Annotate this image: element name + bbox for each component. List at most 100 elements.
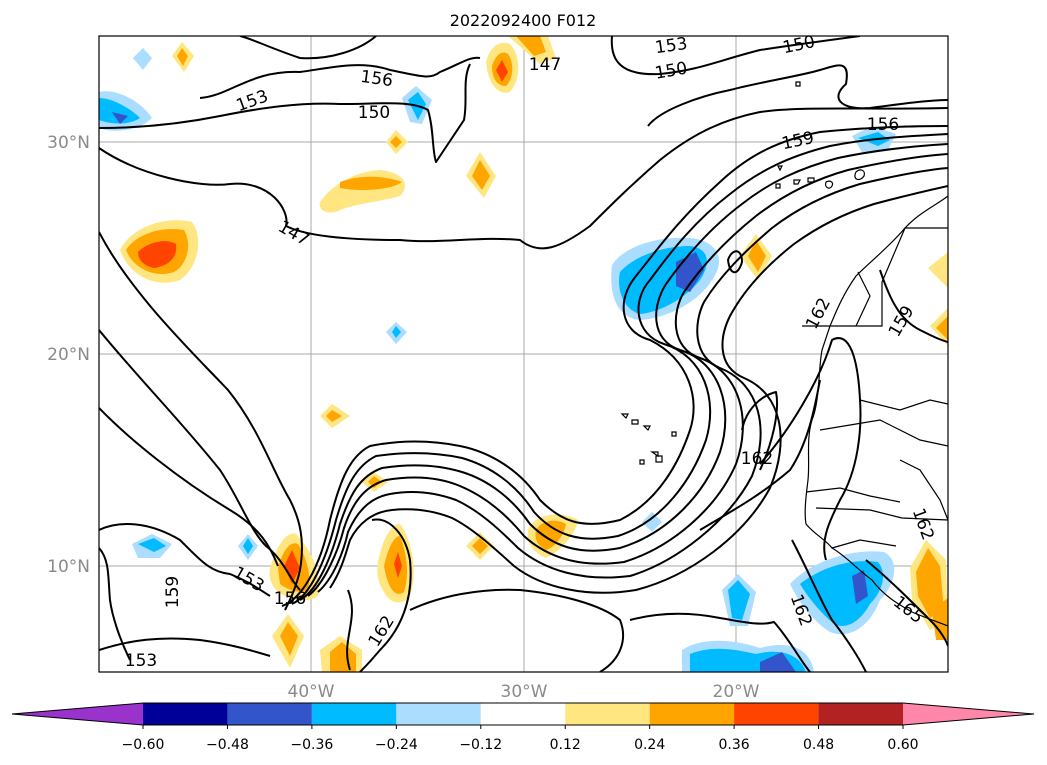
colorbar-extend-min: [12, 703, 143, 725]
colorbar-tick-label: −0.12: [459, 737, 502, 753]
pos-patch: [280, 622, 298, 656]
colorbar-tick-label: 0.60: [887, 737, 918, 753]
border-line: [899, 459, 948, 521]
pos-patch: [936, 316, 948, 340]
neg-patch: [760, 652, 796, 672]
pos-patch: [535, 520, 566, 550]
colorbar-tick-label: 0.36: [719, 737, 750, 753]
pos-patch: [472, 160, 490, 190]
contour-low-2: [409, 588, 625, 672]
border-line: [802, 227, 948, 327]
contour-label: 150: [358, 103, 390, 123]
pos-patch: [516, 36, 546, 56]
pos-patch: [748, 240, 766, 272]
colorbar-tick-label: −0.60: [122, 737, 165, 753]
lon-label-20w: 20°W: [713, 682, 760, 702]
colorbar-tick-label: 0.24: [634, 737, 665, 753]
contour-low-1: [346, 589, 353, 671]
contour-label: 156: [274, 589, 306, 609]
contour-jet-5: [317, 167, 948, 593]
pos-patch: [138, 241, 177, 268]
contour-162-south: [791, 539, 867, 672]
border-line: [805, 487, 901, 503]
neg-patch: [99, 98, 140, 124]
border-line: [819, 419, 948, 447]
coastlines: [620, 81, 948, 627]
colorbar: −0.60 −0.48 −0.36 −0.24 −0.12 0.12 0.24 0.36 0.4…: [11, 702, 1035, 753]
contour-west-2: [99, 329, 301, 591]
map-frame: [98, 35, 949, 673]
neg-patch: [112, 112, 128, 124]
pos-patch: [472, 538, 488, 554]
contour-165: [865, 559, 948, 647]
contour-jet-6: [329, 185, 948, 594]
contour-156: [199, 56, 481, 99]
cape-verde-islands: [620, 413, 677, 465]
contour-label: 153: [125, 651, 157, 671]
lon-label-30w: 30°W: [501, 682, 548, 702]
colorbar-segment: [396, 703, 481, 725]
pos-patch: [496, 60, 508, 82]
border-line: [855, 271, 871, 327]
contour-label: 153: [654, 34, 689, 58]
africa-coastline: [804, 195, 948, 627]
pos-patch: [390, 136, 402, 148]
map-panel: 156 153 150 147 153 150 150 159 156 147 …: [98, 32, 949, 673]
pos-patch: [326, 410, 342, 422]
colorbar-segment: [311, 703, 397, 725]
contour-150-right: [647, 64, 948, 127]
contour-jet-3: [299, 143, 948, 601]
colorbar-segment: [734, 703, 819, 725]
pos-patch: [932, 598, 948, 640]
colorbar-segment: [649, 703, 735, 725]
contour-147: [99, 107, 948, 250]
neg-patch: [642, 512, 662, 532]
pos-patch: [330, 642, 356, 672]
border-line: [831, 539, 897, 549]
colorbar-extend-max: [903, 703, 1034, 725]
contour-low-3: [629, 612, 811, 672]
colorbar-segment: [227, 703, 312, 725]
contour-jet-2: [291, 133, 948, 605]
lon-label-40w: 40°W: [288, 682, 335, 702]
border-line: [859, 399, 948, 411]
colorbar-segment: [818, 703, 903, 725]
colorbar-tick-label: −0.48: [206, 737, 249, 753]
graticule: [99, 36, 948, 672]
contour-159-east: [759, 337, 862, 561]
contour-162-low: [359, 518, 412, 672]
contour-lines: [99, 36, 948, 672]
contour-label: 156: [359, 67, 394, 91]
border-line: [815, 507, 948, 521]
contour-low-4: [699, 379, 821, 531]
contour-label: 147: [529, 55, 561, 75]
colorbar-segment: [480, 703, 566, 725]
lat-label-20n: 20°N: [47, 345, 90, 365]
contour-label: 156: [867, 115, 899, 135]
pos-patch: [284, 550, 300, 584]
contour-jet-4: [307, 153, 948, 597]
contour-label: 159: [163, 576, 183, 608]
latitude-labels: 30°N 20°N 10°N: [47, 133, 90, 577]
colorbar-tick-label: −0.24: [375, 737, 418, 753]
neg-patch: [138, 538, 166, 552]
colorbar-tick-label: 0.48: [803, 737, 834, 753]
colorbar-tick-label: −0.36: [290, 737, 333, 753]
contour-top-left: [239, 36, 377, 60]
madeira-island: [795, 81, 801, 87]
contour-162-mid: [741, 391, 779, 471]
contour-153-bottom: [99, 637, 271, 657]
colorbar-segment: [565, 703, 650, 725]
pos-patch: [340, 176, 402, 190]
contour-150-top: [610, 36, 861, 76]
pos-patch: [928, 252, 948, 288]
contour-jet-1: [281, 125, 948, 607]
contour-153: [99, 63, 471, 163]
neg-patch: [852, 570, 868, 604]
contour-159-low: [99, 547, 131, 661]
pos-patch: [394, 552, 402, 578]
pos-patch: [368, 476, 382, 488]
colorbar-segment: [143, 703, 228, 725]
contour-closed-small: [727, 250, 743, 274]
